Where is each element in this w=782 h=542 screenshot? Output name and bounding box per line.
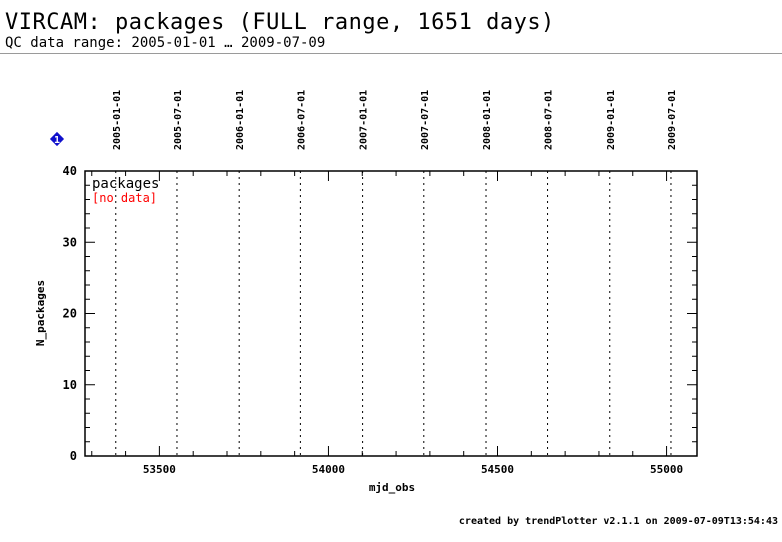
date-label: 2006-01-01 xyxy=(235,90,246,150)
date-label: 2008-01-01 xyxy=(482,90,493,150)
y-axis-label: N_packages xyxy=(34,280,47,346)
y-tick-label: 30 xyxy=(63,235,77,249)
date-label: 2008-07-01 xyxy=(544,90,555,150)
date-label: 2009-01-01 xyxy=(606,90,617,150)
date-label: 2005-07-01 xyxy=(173,90,184,150)
x-tick-label: 53500 xyxy=(143,463,176,476)
date-label: 2007-07-01 xyxy=(420,90,431,150)
legend-series-name: packages xyxy=(92,176,159,192)
page-subtitle: QC data range: 2005-01-01 … 2009-07-09 xyxy=(5,35,326,51)
x-tick-label: 54000 xyxy=(312,463,345,476)
marker-badge: 1 xyxy=(49,131,65,147)
date-label: 2005-01-01 xyxy=(112,90,123,150)
y-tick-label: 10 xyxy=(63,378,77,392)
x-tick-label: 55000 xyxy=(650,463,683,476)
marker-label: 1 xyxy=(54,135,60,146)
plot-axes: 53500 54000 54500 55000 0 10 20 30 40 xyxy=(63,164,698,476)
y-tick-label: 20 xyxy=(63,307,77,321)
x-tick-label: 54500 xyxy=(481,463,514,476)
date-lines: 2005-01-01 2005-07-01 2006-01-01 2006-07-01… xyxy=(112,90,678,456)
header-divider xyxy=(0,53,782,54)
page-title: VIRCAM: packages (FULL range, 1651 days) xyxy=(5,10,555,35)
date-label: 2006-07-01 xyxy=(296,90,307,150)
footer-credit: created by trendPlotter v2.1.1 on 2009-0… xyxy=(458,516,778,527)
no-data-annotation: [no data] xyxy=(92,191,157,205)
y-tick-label: 40 xyxy=(63,164,77,178)
date-label: 2007-01-01 xyxy=(359,90,370,150)
x-axis-label: mjd_obs xyxy=(369,481,415,494)
y-tick-label: 0 xyxy=(70,449,77,463)
date-label: 2009-07-01 xyxy=(667,90,678,150)
